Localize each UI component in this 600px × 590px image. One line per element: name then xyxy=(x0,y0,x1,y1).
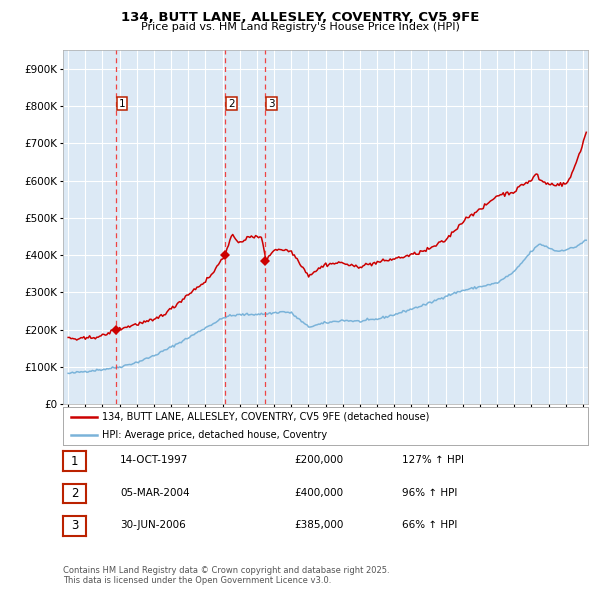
Text: 05-MAR-2004: 05-MAR-2004 xyxy=(120,488,190,497)
Text: £400,000: £400,000 xyxy=(294,488,343,497)
Text: £200,000: £200,000 xyxy=(294,455,343,465)
Text: 14-OCT-1997: 14-OCT-1997 xyxy=(120,455,188,465)
Text: Price paid vs. HM Land Registry's House Price Index (HPI): Price paid vs. HM Land Registry's House … xyxy=(140,22,460,32)
Text: 134, BUTT LANE, ALLESLEY, COVENTRY, CV5 9FE: 134, BUTT LANE, ALLESLEY, COVENTRY, CV5 … xyxy=(121,11,479,24)
Text: 2: 2 xyxy=(228,99,235,109)
Text: 1: 1 xyxy=(71,454,78,468)
Text: 1: 1 xyxy=(119,99,125,109)
Text: 66% ↑ HPI: 66% ↑ HPI xyxy=(402,520,457,530)
Text: 30-JUN-2006: 30-JUN-2006 xyxy=(120,520,186,530)
Text: Contains HM Land Registry data © Crown copyright and database right 2025.
This d: Contains HM Land Registry data © Crown c… xyxy=(63,566,389,585)
Text: 3: 3 xyxy=(71,519,78,533)
Text: HPI: Average price, detached house, Coventry: HPI: Average price, detached house, Cove… xyxy=(103,430,328,440)
Text: 2: 2 xyxy=(71,487,78,500)
Text: £385,000: £385,000 xyxy=(294,520,343,530)
Text: 134, BUTT LANE, ALLESLEY, COVENTRY, CV5 9FE (detached house): 134, BUTT LANE, ALLESLEY, COVENTRY, CV5 … xyxy=(103,412,430,422)
Text: 96% ↑ HPI: 96% ↑ HPI xyxy=(402,488,457,497)
Text: 127% ↑ HPI: 127% ↑ HPI xyxy=(402,455,464,465)
Text: 3: 3 xyxy=(268,99,275,109)
